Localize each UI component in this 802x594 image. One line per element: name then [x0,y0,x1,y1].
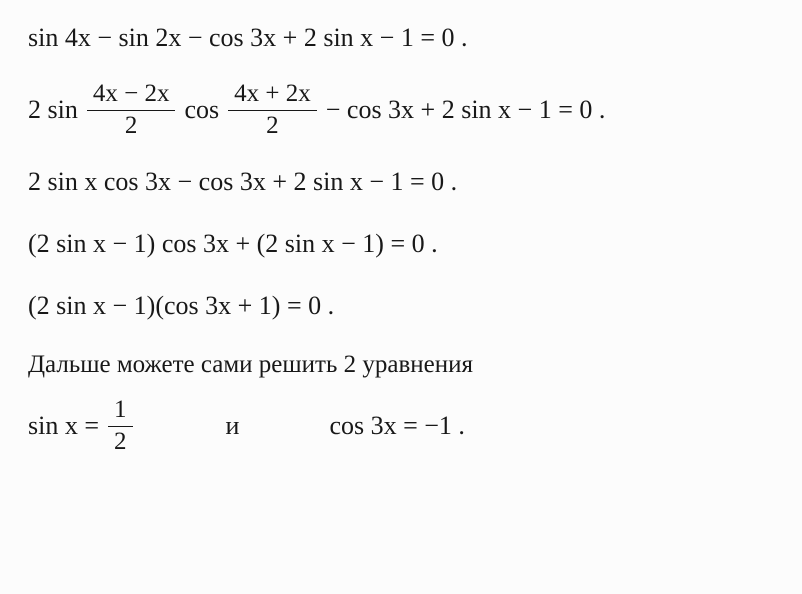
eq5-text: (2 sin x − 1)(cos 3x + 1) = 0 . [28,293,334,319]
fraction-bar [228,110,317,111]
eq3-text: 2 sin x cos 3x − cos 3x + 2 sin x − 1 = … [28,169,457,195]
eq2-frac2-num: 4x + 2x [228,81,317,107]
eq2-pre: 2 sin [28,97,78,123]
eq2-mid: cos [184,97,219,123]
fraction-bar [108,426,133,427]
eq6a-den: 2 [108,429,133,455]
fraction-bar [87,110,176,111]
eq2-frac1-den: 2 [119,113,144,139]
eq2-frac2: 4x + 2x 2 [228,81,317,139]
eq2-post: − cos 3x + 2 sin x − 1 = 0 . [326,97,606,123]
equation-4: (2 sin x − 1) cos 3x + (2 sin x − 1) = 0… [28,224,778,264]
math-document: sin 4x − sin 2x − cos 3x + 2 sin x − 1 =… [0,0,802,496]
equation-5: (2 sin x − 1)(cos 3x + 1) = 0 . [28,286,778,326]
eq2-frac1-num: 4x − 2x [87,81,176,107]
eq2-frac2-den: 2 [260,113,285,139]
equation-6: sin x = 1 2 и cos 3x = −1 . [28,396,778,456]
equation-3: 2 sin x cos 3x − cos 3x + 2 sin x − 1 = … [28,162,778,202]
text-content: Дальше можете сами решить 2 уравнения [28,352,473,377]
instruction-text: Дальше можете сами решить 2 уравнения [28,348,778,380]
eq6a-num: 1 [108,397,133,423]
and-word: и [220,413,246,439]
eq2-frac1: 4x − 2x 2 [87,81,176,139]
eq1-text: sin 4x − sin 2x − cos 3x + 2 sin x − 1 =… [28,25,468,51]
equation-2: 2 sin 4x − 2x 2 cos 4x + 2x 2 − cos 3x +… [28,80,778,140]
equation-1: sin 4x − sin 2x − cos 3x + 2 sin x − 1 =… [28,18,778,58]
eq4-text: (2 sin x − 1) cos 3x + (2 sin x − 1) = 0… [28,231,438,257]
eq6a-pre: sin x = [28,413,99,439]
eq6a-frac: 1 2 [108,397,133,455]
eq6b-text: cos 3x = −1 . [329,413,464,439]
